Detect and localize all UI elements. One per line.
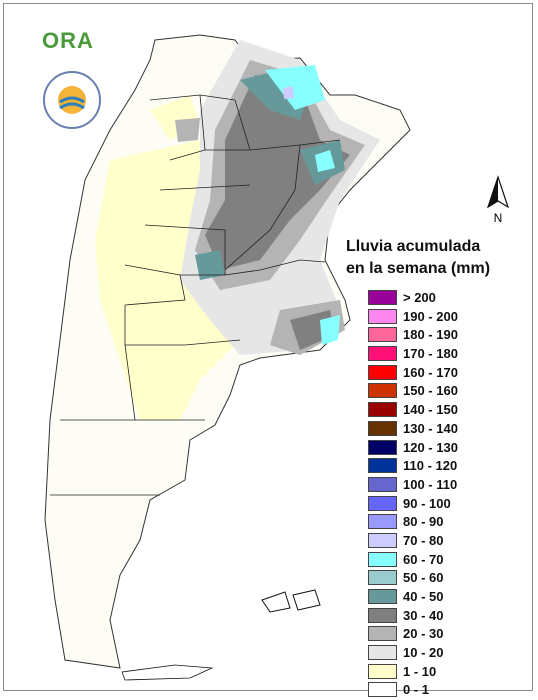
legend-swatch [368,420,397,436]
tierra-del-fuego [121,664,214,681]
legend-swatch [368,364,397,380]
legend-swatch [368,346,397,362]
ora-logo: ORA [42,28,94,53]
legend-label: 130 - 140 [403,420,458,436]
legend-label: 150 - 160 [403,383,458,399]
legend-swatch [368,589,397,604]
legend-label: 1 - 10 [403,663,437,679]
legend-swatch [368,532,397,548]
legend-swatch [368,439,397,455]
legend-swatch [368,645,397,661]
legend-swatch [368,476,397,492]
legend-label: 70 - 80 [403,532,444,548]
legend-title-line2: en la semana (mm) [346,260,491,277]
legend-label: 140 - 150 [403,402,458,418]
north-label: N [494,211,503,225]
legend-label: 30 - 40 [403,607,444,623]
legend-swatch [368,626,397,642]
legend-label: 90 - 100 [403,495,451,511]
legend-label: 10 - 20 [403,645,444,661]
legend-swatch [368,570,397,586]
malvinas-islands [261,589,321,613]
legend-swatch [368,682,397,698]
legend-label: 40 - 50 [403,589,444,604]
legend-swatch [368,383,397,399]
legend-label: 120 - 130 [403,439,458,455]
legend-label: 170 - 180 [403,346,458,362]
legend-swatch [368,402,397,418]
legend-swatch [368,308,397,324]
legend-label: 100 - 110 [403,476,458,492]
north-arrow-icon: N [486,175,510,225]
legend-swatch [368,514,397,530]
legend-label: 180 - 190 [403,327,458,343]
legend-label: 80 - 90 [403,514,444,530]
legend-swatch [368,551,397,567]
smn-logo-icon [43,71,101,129]
legend-label: > 200 [403,290,436,305]
legend-label: 190 - 200 [403,308,458,324]
legend-swatch [368,607,397,623]
legend-swatch [368,327,397,343]
legend-swatch [368,663,397,679]
legend-swatch [368,290,397,305]
legend-swatch [368,458,397,474]
legend-label: 160 - 170 [403,364,458,380]
legend-label: 60 - 70 [403,551,444,567]
legend-label: 50 - 60 [403,570,444,586]
map-frame [3,3,533,691]
legend-label: 20 - 30 [403,626,444,642]
legend-title: Lluvia acumulada en la semana (mm) [346,236,526,280]
legend-swatch [368,495,397,511]
legend-title-line1: Lluvia acumulada [346,238,481,255]
legend-label: 110 - 120 [403,458,458,474]
legend-label: 0 - 1 [403,682,430,698]
